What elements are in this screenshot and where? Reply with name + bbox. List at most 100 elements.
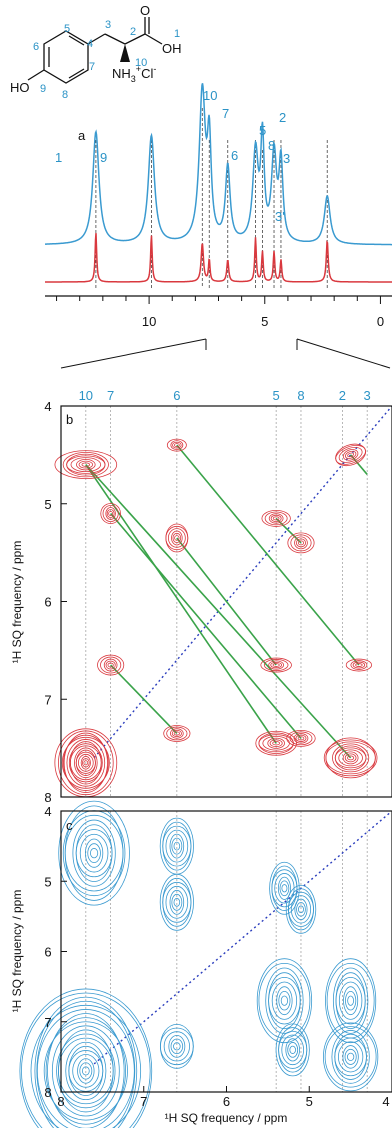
contour-peak (276, 986, 293, 1016)
contour-peak (159, 873, 194, 931)
contour-peak (294, 536, 308, 550)
contour-peak (271, 981, 298, 1020)
peak-label: 8 (268, 138, 275, 153)
contour-peak (294, 898, 308, 921)
contour-peak (87, 843, 101, 864)
contour-peak (286, 729, 316, 747)
contour-peak (347, 452, 355, 458)
contour-peak (343, 986, 359, 1016)
contour-peak (84, 838, 104, 868)
peak-label: 3 (283, 151, 290, 166)
contour-peak (338, 446, 363, 463)
contour-peak (269, 739, 283, 748)
peak-dashed-lines (95, 108, 328, 288)
contour-peak (298, 905, 304, 914)
contour-peak (58, 800, 130, 906)
y-tick-label: 8 (44, 1085, 51, 1100)
contour-peak (290, 895, 312, 924)
contour-peak (165, 829, 189, 863)
diagonal-line (93, 810, 392, 1065)
contour-peak (287, 532, 315, 554)
contour-peak (173, 841, 181, 851)
contour-peak (19, 988, 153, 1128)
contour-peak (51, 1025, 120, 1117)
contour-peaks (19, 800, 379, 1128)
vertical-guides (85, 811, 368, 1092)
contour-peak (80, 756, 91, 770)
contour-peak (323, 739, 378, 777)
x-axis-ticks: 8 7 6 5 4 (57, 1086, 392, 1109)
contour-peak (61, 736, 110, 789)
contour-peak (74, 747, 98, 779)
contour-peak (72, 1054, 100, 1088)
peak-label: 5 (259, 123, 266, 138)
contour-peak (347, 755, 355, 761)
contour-peak (297, 736, 305, 741)
x-tick-label: 5 (306, 1094, 313, 1109)
contour-peak (105, 660, 116, 670)
contour-peak (69, 741, 102, 785)
y-tick-label: 6 (44, 945, 51, 960)
contour-peak (167, 528, 186, 548)
contour-peak (337, 1041, 364, 1073)
contour-peak (75, 829, 113, 878)
contour-peak (169, 833, 185, 859)
spectrum-red (45, 233, 392, 283)
contour-peak (335, 976, 366, 1025)
contour-peak (165, 523, 189, 553)
panel-c-y-label: ¹H SQ frequency / ppm (10, 890, 24, 1013)
contour-peak (347, 995, 355, 1006)
spectrum-blue (45, 83, 392, 246)
contour-peak (269, 861, 300, 915)
y-tick-label: 5 (44, 497, 51, 512)
contour-peak (268, 660, 285, 670)
contour-peak (105, 507, 116, 520)
contour-peak (174, 535, 180, 541)
atom-numbers: 1 2 3 4 5 6 7 8 9 10 (33, 19, 180, 101)
contour-peak (278, 1030, 308, 1069)
contour-peak (345, 658, 373, 672)
contour-peak (70, 457, 102, 473)
contour-peak (173, 731, 180, 736)
contour-peak (342, 1045, 359, 1069)
contour-peak (332, 743, 370, 773)
peak-label: 6 (231, 148, 238, 163)
y-tick-label: 5 (44, 874, 51, 889)
contour-peak (280, 995, 289, 1006)
y-tick-label: 7 (44, 1015, 51, 1030)
contour-peak (30, 1004, 142, 1128)
contour-peak (281, 1034, 304, 1066)
correlation-link (176, 444, 360, 666)
contour-peak (47, 1013, 125, 1128)
contour-peak (275, 1023, 310, 1077)
contour-peak (77, 1058, 95, 1084)
svg-text:2: 2 (130, 26, 136, 38)
contour-peak (90, 848, 99, 859)
contour-peak (36, 1009, 135, 1128)
panel-b-y-label: ¹H SQ frequency / ppm (10, 541, 24, 664)
contour-peak (75, 749, 96, 776)
contour-peak (171, 729, 182, 738)
contour-peak (170, 1038, 184, 1055)
x-tick-label: 10 (142, 314, 156, 329)
contour-peak (263, 659, 289, 672)
svg-text:5: 5 (64, 23, 70, 35)
contour-peak (267, 737, 285, 749)
contour-peak (34, 996, 138, 1128)
contour-peak (255, 730, 297, 756)
contour-peak (58, 1029, 114, 1113)
contour-peak (81, 1066, 90, 1076)
svg-text:8: 8 (62, 89, 68, 101)
contour-peak (287, 1042, 299, 1058)
svg-text:9: 9 (40, 83, 46, 95)
contour-peak (165, 885, 189, 919)
peak-label: 10 (203, 88, 217, 103)
contour-peak (334, 745, 367, 771)
panel-a-label: a (78, 128, 86, 143)
contour-peak (264, 511, 288, 526)
y-axis-ticks: 4 5 6 7 8 (44, 804, 67, 1100)
acid-oh: OH (162, 41, 182, 56)
contour-peak (173, 1042, 181, 1051)
